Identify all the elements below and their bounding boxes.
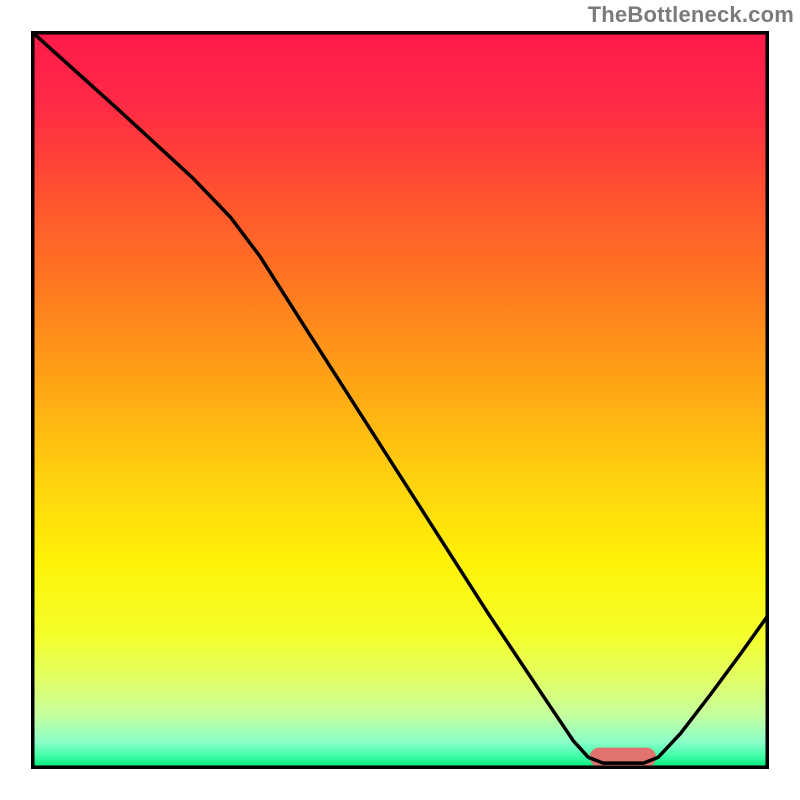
gradient-fill [33, 33, 768, 768]
stage: TheBottleneck.com [0, 0, 800, 800]
plot-svg [31, 31, 769, 769]
watermark-text: TheBottleneck.com [588, 2, 794, 28]
plot-area [31, 31, 769, 769]
